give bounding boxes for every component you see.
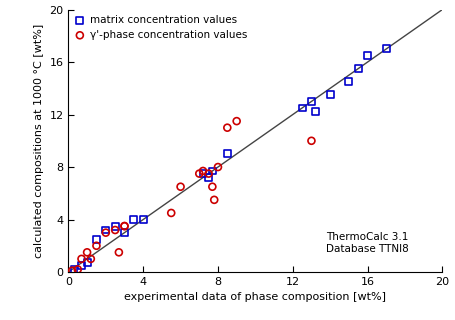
matrix concentration values [70,267,77,272]
Y-axis label: calculated compositions at 1000 °C [wt%]: calculated compositions at 1000 °C [wt%] [34,24,44,258]
γ'-phase concentration values [167,211,175,216]
matrix concentration values [121,230,128,235]
matrix concentration values [93,236,100,242]
γ'-phase concentration values [195,171,202,176]
γ'-phase concentration values [115,250,122,255]
matrix concentration values [102,228,109,233]
matrix concentration values [130,217,137,222]
matrix concentration values [78,263,85,268]
γ'-phase concentration values [233,118,240,124]
matrix concentration values [382,46,389,52]
γ'-phase concentration values [214,164,221,170]
γ'-phase concentration values [199,168,206,173]
γ'-phase concentration values [307,138,314,143]
Legend: matrix concentration values, γ'-phase concentration values: matrix concentration values, γ'-phase co… [71,13,249,42]
γ'-phase concentration values [121,223,128,228]
matrix concentration values [354,66,361,71]
γ'-phase concentration values [83,250,91,255]
matrix concentration values [326,92,333,97]
γ'-phase concentration values [87,256,94,261]
γ'-phase concentration values [93,243,100,248]
matrix concentration values [111,223,118,228]
Text: ThermoCalc 3.1
Database TTNI8: ThermoCalc 3.1 Database TTNI8 [326,232,408,254]
γ'-phase concentration values [223,125,230,130]
γ'-phase concentration values [210,197,217,203]
γ'-phase concentration values [121,223,128,228]
matrix concentration values [363,53,370,58]
γ'-phase concentration values [78,256,85,261]
matrix concentration values [223,151,230,156]
matrix concentration values [307,99,314,104]
γ'-phase concentration values [102,230,109,235]
matrix concentration values [208,168,216,173]
γ'-phase concentration values [177,184,184,189]
γ'-phase concentration values [208,184,216,189]
X-axis label: experimental data of phase composition [wt%]: experimental data of phase composition [… [124,292,385,302]
matrix concentration values [204,175,212,180]
γ'-phase concentration values [68,268,76,273]
matrix concentration values [298,105,305,110]
matrix concentration values [199,171,206,176]
γ'-phase concentration values [111,228,118,233]
γ'-phase concentration values [204,171,212,176]
matrix concentration values [311,109,318,115]
γ'-phase concentration values [74,267,81,272]
matrix concentration values [139,217,147,222]
matrix concentration values [83,260,91,265]
matrix concentration values [344,79,352,84]
